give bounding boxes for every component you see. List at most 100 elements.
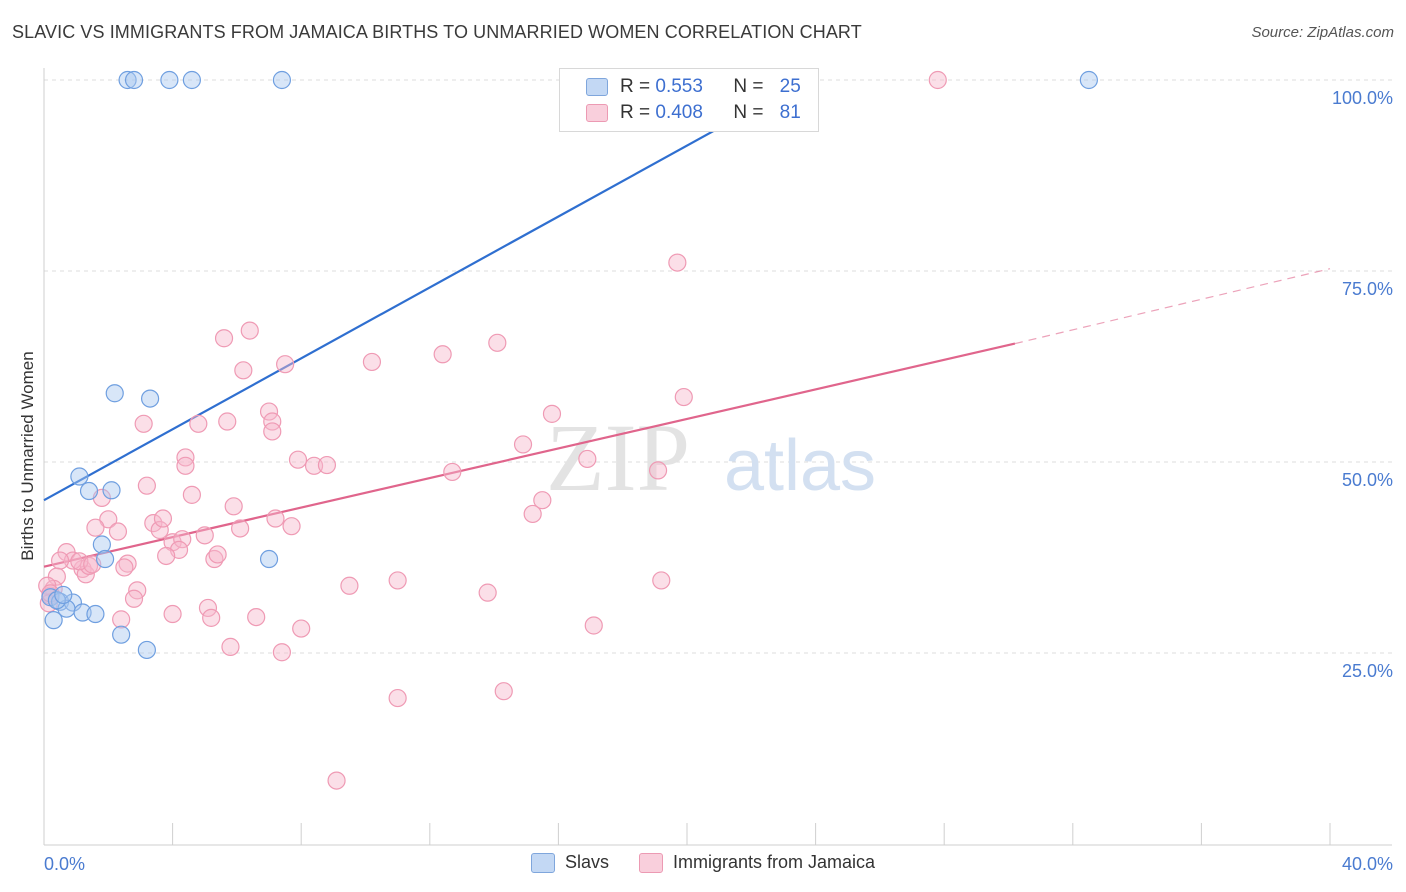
point-jamaica xyxy=(304,456,324,475)
point-jamaica xyxy=(494,682,513,701)
point-slavs xyxy=(79,481,99,501)
point-slavs xyxy=(160,70,179,90)
point-jamaica xyxy=(362,352,382,372)
chart-title: SLAVIC VS IMMIGRANTS FROM JAMAICA BIRTHS… xyxy=(12,22,862,42)
point-jamaica xyxy=(173,530,192,549)
point-jamaica xyxy=(327,771,346,790)
point-slavs xyxy=(95,549,115,569)
legend-n-label: N = xyxy=(733,76,764,97)
point-slavs xyxy=(70,467,89,486)
point-jamaica xyxy=(259,402,279,421)
point-slavs xyxy=(1079,70,1098,90)
point-jamaica xyxy=(478,583,497,602)
point-slavs xyxy=(140,389,160,408)
point-jamaica xyxy=(276,355,295,374)
trend-line-jamaica-extension xyxy=(1014,268,1331,345)
legend-swatch-jamaica xyxy=(586,104,608,122)
point-jamaica xyxy=(99,510,118,529)
point-jamaica xyxy=(578,449,597,469)
trend-lines xyxy=(43,79,1331,568)
point-jamaica xyxy=(202,608,221,627)
point-jamaica xyxy=(513,435,533,454)
watermark-zip: ZIP xyxy=(546,404,690,511)
legend-row-jamaica: R = 0.408 N = 81 xyxy=(586,101,801,125)
tick-labels: 25.0% 50.0% 75.0% 100.0% 0.0% 40.0% xyxy=(44,88,1393,874)
point-jamaica xyxy=(134,414,153,433)
point-jamaica xyxy=(317,455,337,475)
point-jamaica xyxy=(533,491,552,510)
trend-line-slavs xyxy=(43,79,807,502)
point-jamaica xyxy=(240,321,259,340)
watermark-atlas: atlas xyxy=(724,426,876,506)
trend-line-jamaica xyxy=(43,342,1016,568)
point-jamaica xyxy=(263,412,282,431)
watermark: ZIP atlas xyxy=(546,404,876,511)
point-jamaica xyxy=(443,462,462,482)
legend-swatch-slavs xyxy=(586,78,608,96)
point-jamaica xyxy=(282,517,301,536)
point-jamaica xyxy=(63,551,83,570)
point-jamaica xyxy=(115,558,134,577)
point-jamaica xyxy=(218,412,237,431)
point-jamaica xyxy=(124,589,144,608)
point-jamaica xyxy=(153,509,173,528)
point-jamaica xyxy=(288,450,308,469)
point-jamaica xyxy=(157,546,176,566)
point-slavs xyxy=(86,604,105,624)
bottom-legend: Slavs Immigrants from Jamaica xyxy=(531,852,875,873)
legend: R = 0.553 N = 25 R = 0.408 N = 81 xyxy=(559,68,819,132)
point-slavs xyxy=(92,535,111,554)
point-jamaica xyxy=(208,545,227,564)
point-jamaica xyxy=(272,643,292,662)
point-jamaica xyxy=(928,70,947,90)
point-jamaica xyxy=(224,497,243,516)
point-slavs xyxy=(54,585,73,605)
point-jamaica xyxy=(137,476,156,495)
bottom-legend-swatch-slavs xyxy=(531,852,555,873)
point-jamaica xyxy=(584,616,603,635)
y-tick-label: 25.0% xyxy=(1342,661,1393,681)
point-jamaica xyxy=(388,571,407,590)
legend-r-value: 0.553 xyxy=(655,76,703,97)
point-jamaica xyxy=(195,526,214,545)
legend-r-label: R = xyxy=(620,76,651,97)
point-jamaica xyxy=(108,522,128,541)
point-jamaica xyxy=(176,456,195,475)
point-jamaica xyxy=(292,619,311,638)
data-points xyxy=(38,70,1098,790)
point-jamaica xyxy=(652,571,671,590)
point-slavs xyxy=(182,70,201,90)
point-jamaica xyxy=(163,604,182,624)
legend-r-value: 0.408 xyxy=(655,102,703,123)
point-jamaica xyxy=(542,404,562,423)
point-jamaica xyxy=(234,361,253,380)
y-axis-label-wrap: Births to Unmarried Women xyxy=(14,0,44,892)
point-jamaica xyxy=(221,637,240,656)
point-jamaica xyxy=(231,519,250,538)
point-slavs xyxy=(118,70,137,90)
point-jamaica xyxy=(112,610,131,629)
source-label: Source: ZipAtlas.com xyxy=(1251,24,1394,41)
point-slavs xyxy=(102,481,121,500)
legend-n-value: 25 xyxy=(779,76,801,97)
point-jamaica xyxy=(668,253,687,272)
point-jamaica xyxy=(247,607,266,627)
point-jamaica xyxy=(50,551,70,570)
x-tick-label: 0.0% xyxy=(44,854,85,874)
point-jamaica xyxy=(648,461,668,480)
bottom-legend-slavs: Slavs xyxy=(565,852,610,872)
point-slavs xyxy=(137,640,156,660)
y-tick-label: 50.0% xyxy=(1342,470,1393,490)
legend-r-label: R = xyxy=(620,102,651,123)
point-jamaica xyxy=(433,345,452,364)
y-tick-label: 75.0% xyxy=(1342,279,1393,299)
point-jamaica xyxy=(340,576,359,595)
point-slavs xyxy=(272,70,292,90)
bottom-legend-jamaica: Immigrants from Jamaica xyxy=(673,852,876,872)
point-slavs xyxy=(112,625,131,644)
grid-lines xyxy=(44,79,1392,654)
point-slavs xyxy=(44,611,63,630)
point-jamaica xyxy=(86,518,105,537)
point-slavs xyxy=(124,70,144,90)
